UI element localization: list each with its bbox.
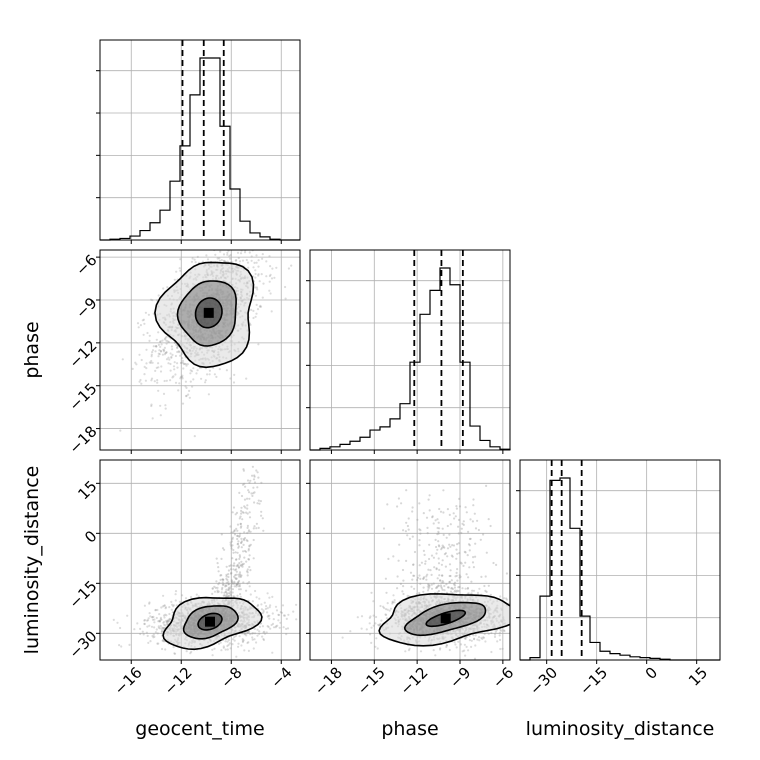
contour-line-2 (162, 596, 263, 651)
x-tick-label: −12 (397, 664, 432, 699)
x-tick-label: −30 (526, 664, 561, 699)
histogram-frame (99, 39, 301, 241)
scatter-frame (99, 459, 301, 661)
scatter-luminosity-distance-vs-geocent-time: −16 −12 −8 −4 −30 −15 0 15 (65, 459, 301, 699)
scatter-points (119, 250, 293, 438)
y-axis-label-phase: phase (21, 321, 43, 378)
scatter-luminosity-distance-vs-phase: −18 −15 −12 −9 −6 (306, 459, 517, 699)
histogram-step-line (100, 57, 300, 241)
scatter-frame (99, 249, 301, 451)
scatter-phase-vs-geocent-time: −18 −15 −12 −9 −6 (65, 249, 301, 457)
x-tick-label: −15 (576, 664, 611, 699)
y-tick-label: −30 (65, 627, 100, 662)
y-axis-label-luminosity-distance: luminosity_distance (21, 466, 43, 655)
y-tick-label: −6 (72, 251, 100, 279)
x-tick-label: −16 (111, 664, 146, 699)
x-axis-label-geocent-time: geocent_time (135, 718, 264, 740)
histogram-geocent-time (96, 39, 301, 244)
x-tick-label: −4 (267, 664, 295, 692)
scatter-frame (309, 459, 511, 661)
x-tick-label: −18 (311, 664, 346, 699)
x-tick-label: 15 (685, 664, 711, 690)
x-axis-label-phase: phase (381, 718, 438, 740)
density-peak (440, 613, 451, 624)
y-tick-label: −15 (65, 380, 100, 415)
y-tick-label: −15 (65, 577, 100, 612)
density-peak (205, 616, 215, 627)
histogram-luminosity-distance: −30 −15 0 15 (516, 459, 721, 699)
contour-line-0 (194, 297, 223, 329)
histogram-frame (519, 459, 721, 661)
contour-line-1 (176, 280, 237, 347)
x-tick-label: −12 (161, 664, 196, 699)
x-tick-label: −15 (354, 664, 389, 699)
contour-line-0 (197, 612, 223, 631)
density-peak (203, 307, 214, 318)
x-tick-label: −8 (217, 664, 245, 692)
histogram-step-line (520, 477, 720, 661)
y-tick-label: 0 (81, 527, 100, 546)
histogram-phase (306, 249, 511, 454)
contour-line-0 (425, 609, 467, 628)
x-tick-label: 0 (642, 664, 661, 683)
y-tick-label: −12 (65, 337, 100, 372)
histogram-frame (309, 249, 511, 451)
histogram-step-line (310, 267, 511, 451)
y-tick-label: −9 (72, 294, 100, 322)
contour-line-1 (403, 601, 487, 637)
x-tick-label: −6 (489, 664, 517, 692)
contour-line-2 (154, 261, 255, 369)
y-tick-label: 15 (74, 477, 100, 503)
contour-line-1 (182, 605, 239, 640)
x-tick-label: −9 (446, 664, 474, 692)
y-tick-label: −18 (65, 422, 100, 457)
x-axis-label-luminosity-distance: luminosity_distance (526, 718, 715, 740)
contour-line-2 (378, 593, 510, 647)
scatter-points (112, 465, 300, 658)
scatter-points (341, 484, 510, 660)
